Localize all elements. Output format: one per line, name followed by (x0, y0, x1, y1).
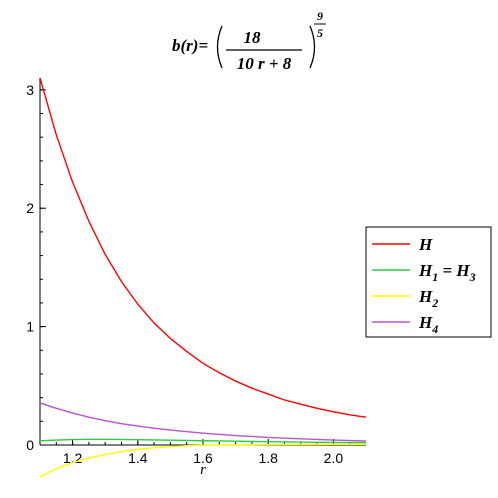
series-line-h4 (40, 402, 366, 442)
legend-box (365, 226, 492, 338)
series-line-h (40, 77, 366, 418)
series-line-h1-h3 (40, 438, 366, 444)
title-lhs: b(r)= (172, 36, 208, 55)
x-axis-label: r (200, 462, 206, 478)
y-tick-label: 2 (26, 200, 34, 216)
x-tick-label: 2.0 (324, 450, 344, 466)
x-tick-label: 1.4 (128, 450, 148, 466)
y-tick-label: 1 (26, 319, 34, 335)
legend-label: H (418, 235, 433, 254)
series-line-h2 (40, 443, 366, 478)
title-numerator: 18 (244, 28, 262, 47)
plot-area: 1.2 1.4 1.6 1.8 2.0 0 1 2 3 (26, 77, 366, 478)
y-tick-label: 3 (26, 82, 34, 98)
title-exp-numerator: 9 (317, 9, 323, 23)
y-tick-label: 0 (26, 437, 34, 453)
x-tick-label: 1.8 (258, 450, 278, 466)
title-left-paren (216, 25, 223, 69)
title-exp-denominator: 5 (317, 26, 323, 40)
axis-ticks: 1.2 1.4 1.6 1.8 2.0 0 1 2 3 (26, 82, 351, 466)
legend-label: H4 (418, 313, 438, 336)
legend-label: H2 (418, 287, 438, 310)
legend-items: H H1 = H3 H2 H4 (372, 235, 476, 336)
x-tick-label: 1.6 (193, 450, 213, 466)
title-right-paren (309, 25, 316, 69)
title-denominator: 10 r + 8 (237, 54, 292, 73)
chart-title: b(r)= 18 10 r + 8 9 5 (172, 9, 326, 73)
series-lines (40, 77, 366, 478)
legend-label: H1 = H3 (418, 261, 476, 284)
legend: H H1 = H3 H2 H4 (365, 226, 492, 338)
x-tick-label: 1.2 (63, 450, 83, 466)
